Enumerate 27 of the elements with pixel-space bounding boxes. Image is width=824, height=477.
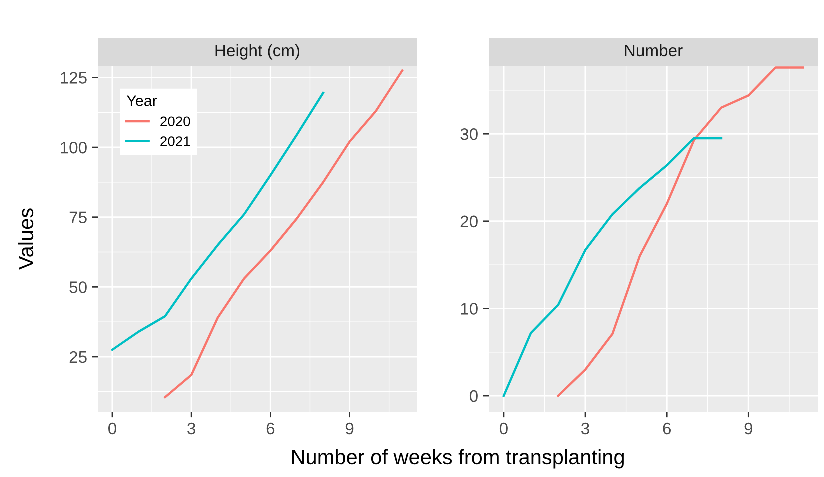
y-tick-label: 25 <box>70 351 87 364</box>
x-tick-label: 0 <box>108 422 116 435</box>
y-tick-label: 30 <box>460 128 478 140</box>
legend-title: Year <box>126 96 158 106</box>
chart-title: Height (cm) <box>216 44 300 60</box>
x-tick-label: 6 <box>663 422 671 435</box>
y-tick-label: 10 <box>461 303 478 315</box>
y-tick-label: 125 <box>61 72 87 84</box>
x-tick-label: 3 <box>188 422 196 435</box>
y-tick-label: 50 <box>70 282 87 294</box>
chart-title: Number <box>625 44 683 57</box>
x-tick-label: 3 <box>582 422 590 435</box>
x-tick-label: 6 <box>266 422 275 435</box>
line-series <box>111 92 325 352</box>
line-series <box>502 137 723 398</box>
x-tick-label: 9 <box>744 422 753 435</box>
y-tick-label: 75 <box>70 212 87 224</box>
y-tick-label: 20 <box>460 216 478 228</box>
y-axis-title: Values <box>18 208 34 270</box>
y-tick-label: 0 <box>470 390 478 402</box>
x-axis-title: Number of weeks from transplanting <box>292 449 624 469</box>
x-tick-label: 0 <box>500 422 508 435</box>
line-series <box>557 66 804 398</box>
legend-label: 2020 <box>160 116 190 127</box>
y-tick-label: 100 <box>61 142 87 154</box>
x-tick-label: 9 <box>346 422 354 435</box>
legend-label: 2021 <box>160 136 190 146</box>
